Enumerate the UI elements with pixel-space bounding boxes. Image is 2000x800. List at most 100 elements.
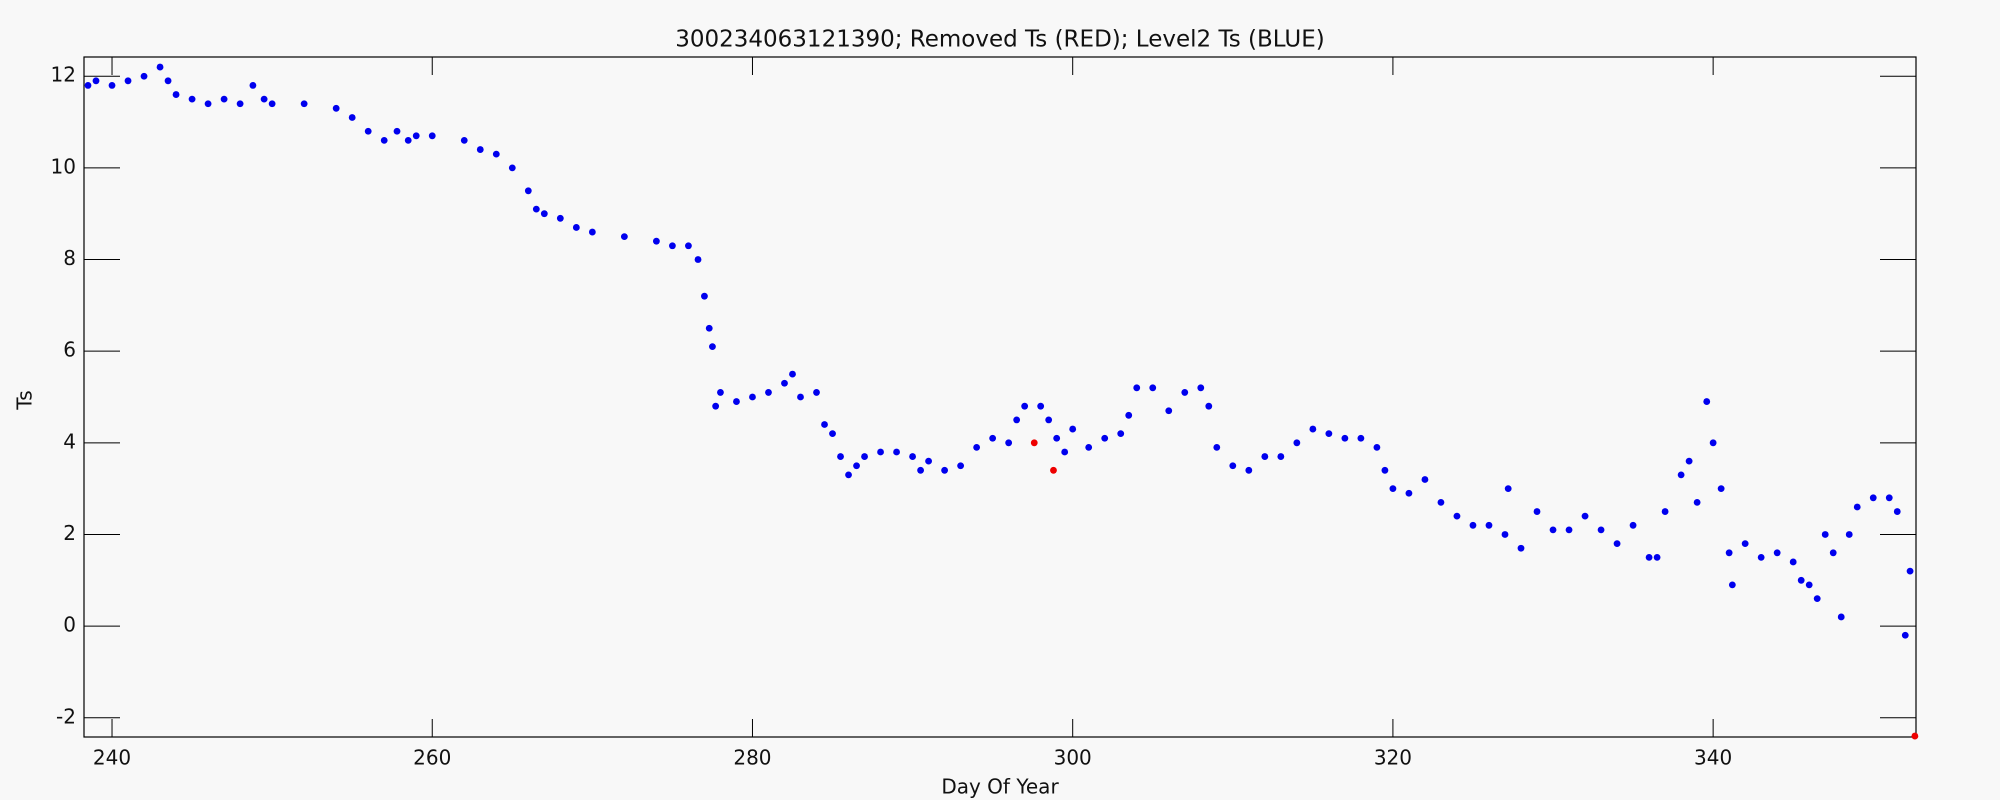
point (1901, 631, 1909, 639)
point (709, 343, 716, 350)
point (1517, 544, 1525, 552)
point (492, 150, 500, 158)
point (669, 242, 676, 250)
point (1853, 503, 1861, 511)
point (694, 256, 702, 263)
point (172, 91, 180, 98)
point (1053, 434, 1061, 442)
point (781, 379, 788, 387)
point (1069, 425, 1077, 433)
point (1789, 558, 1797, 566)
point (1485, 521, 1493, 529)
point (476, 146, 484, 153)
point (1117, 430, 1125, 438)
point (1693, 498, 1701, 506)
point (717, 389, 724, 396)
x-tick-label: 320 (1374, 746, 1412, 770)
y-axis-label: Ts (13, 390, 37, 410)
point (1389, 485, 1397, 493)
point (1050, 466, 1057, 474)
point (701, 292, 708, 300)
point (1728, 581, 1736, 589)
point (1181, 389, 1189, 396)
point (1703, 398, 1711, 405)
point (712, 402, 720, 410)
point (92, 77, 100, 85)
point (1629, 521, 1637, 529)
point (1885, 494, 1893, 502)
point (1213, 444, 1221, 451)
point (749, 393, 756, 401)
point (1773, 549, 1781, 557)
point (1453, 512, 1461, 520)
point (1381, 466, 1389, 474)
point (973, 444, 981, 451)
y-tick-label: -2 (56, 704, 76, 728)
point (1133, 384, 1141, 392)
point (685, 242, 692, 250)
point (813, 389, 820, 396)
point (1709, 439, 1717, 447)
point (404, 136, 412, 144)
point (1421, 476, 1429, 483)
point (556, 214, 564, 222)
point (1741, 540, 1749, 548)
point (204, 100, 212, 108)
point (572, 224, 580, 231)
point (705, 324, 713, 332)
point (1837, 613, 1845, 621)
point (1805, 581, 1813, 589)
point (1125, 411, 1133, 419)
point (332, 104, 340, 112)
point (877, 448, 884, 456)
point (1757, 553, 1765, 561)
point (1149, 384, 1157, 392)
x-tick-label: 280 (733, 746, 771, 770)
point (1677, 471, 1685, 479)
x-axis-label: Day Of Year (941, 775, 1059, 799)
point (164, 77, 172, 85)
point (260, 95, 268, 103)
point (428, 132, 436, 140)
point (957, 462, 965, 470)
point (1565, 526, 1573, 534)
point (845, 471, 852, 479)
point (941, 466, 949, 474)
plot-frame (83, 56, 1917, 738)
point (1501, 531, 1509, 538)
chart-title: 300234063121390; Removed Ts (RED); Level… (675, 27, 1325, 53)
point (1597, 526, 1605, 534)
point (1613, 540, 1621, 548)
point (1085, 444, 1093, 451)
point (1645, 553, 1653, 561)
point (1325, 430, 1333, 438)
point (393, 127, 401, 135)
point (380, 136, 388, 144)
point (156, 63, 164, 71)
point (829, 430, 836, 438)
point (1229, 462, 1237, 470)
y-tick-label: 10 (51, 154, 76, 178)
point (1205, 402, 1213, 410)
point (1661, 508, 1669, 515)
point (300, 100, 308, 108)
point (652, 237, 660, 245)
point (1309, 425, 1317, 433)
point (1245, 466, 1253, 474)
point (1030, 439, 1038, 447)
point (893, 448, 900, 456)
y-tick-label: 2 (63, 521, 76, 545)
point (140, 72, 148, 80)
point (364, 127, 372, 135)
point (588, 228, 596, 236)
point (236, 100, 244, 108)
point (412, 132, 420, 140)
point (1906, 567, 1914, 575)
point (1293, 439, 1301, 447)
point (1869, 494, 1877, 502)
point (733, 398, 740, 405)
y-tick-label: 12 (51, 63, 76, 87)
point (1581, 512, 1589, 520)
point (348, 114, 356, 121)
